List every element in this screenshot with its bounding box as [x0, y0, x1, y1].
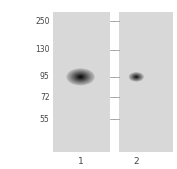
Ellipse shape: [130, 73, 142, 81]
Ellipse shape: [133, 75, 140, 79]
Ellipse shape: [77, 75, 84, 79]
Ellipse shape: [68, 70, 93, 84]
Ellipse shape: [67, 69, 94, 85]
Ellipse shape: [76, 74, 85, 80]
Ellipse shape: [74, 73, 87, 81]
Ellipse shape: [70, 70, 91, 83]
Ellipse shape: [132, 74, 140, 79]
Text: 250: 250: [35, 17, 50, 26]
Ellipse shape: [76, 74, 85, 79]
Ellipse shape: [70, 71, 91, 83]
Ellipse shape: [130, 73, 143, 81]
Ellipse shape: [66, 68, 95, 85]
Ellipse shape: [75, 74, 86, 80]
Ellipse shape: [133, 75, 139, 79]
Ellipse shape: [133, 75, 139, 79]
Ellipse shape: [71, 71, 90, 83]
Ellipse shape: [133, 75, 140, 79]
Text: 95: 95: [40, 72, 50, 81]
Ellipse shape: [130, 73, 143, 81]
Text: 72: 72: [40, 93, 50, 102]
Ellipse shape: [131, 74, 142, 80]
Ellipse shape: [79, 76, 82, 78]
Ellipse shape: [73, 73, 88, 81]
Ellipse shape: [130, 73, 142, 80]
Text: 2: 2: [133, 157, 139, 166]
Ellipse shape: [74, 73, 87, 81]
Text: 55: 55: [40, 115, 50, 124]
Ellipse shape: [129, 72, 144, 82]
Ellipse shape: [129, 72, 144, 81]
Bar: [53, 12, 110, 152]
Ellipse shape: [78, 76, 83, 78]
Ellipse shape: [132, 74, 141, 80]
Ellipse shape: [134, 76, 138, 78]
Ellipse shape: [69, 70, 92, 84]
Ellipse shape: [135, 76, 138, 78]
Ellipse shape: [77, 75, 84, 79]
Ellipse shape: [133, 75, 139, 79]
Text: 1: 1: [78, 157, 83, 166]
Ellipse shape: [134, 75, 139, 78]
Ellipse shape: [135, 76, 138, 78]
Ellipse shape: [67, 69, 94, 85]
Ellipse shape: [71, 71, 90, 82]
Ellipse shape: [78, 75, 83, 79]
Ellipse shape: [131, 74, 141, 80]
Ellipse shape: [69, 70, 92, 84]
Ellipse shape: [73, 72, 88, 81]
Bar: [119, 12, 173, 152]
Ellipse shape: [135, 76, 137, 78]
Ellipse shape: [136, 76, 137, 77]
Ellipse shape: [132, 74, 141, 80]
Ellipse shape: [73, 72, 88, 82]
Ellipse shape: [72, 72, 89, 82]
Ellipse shape: [75, 74, 86, 80]
Ellipse shape: [129, 73, 143, 81]
Ellipse shape: [135, 76, 138, 78]
Ellipse shape: [80, 76, 81, 77]
Ellipse shape: [68, 69, 93, 84]
Ellipse shape: [72, 71, 90, 82]
Ellipse shape: [134, 76, 139, 78]
Ellipse shape: [79, 76, 82, 78]
Ellipse shape: [130, 73, 142, 81]
Text: 130: 130: [35, 45, 50, 54]
Ellipse shape: [131, 74, 142, 80]
Ellipse shape: [132, 74, 141, 80]
